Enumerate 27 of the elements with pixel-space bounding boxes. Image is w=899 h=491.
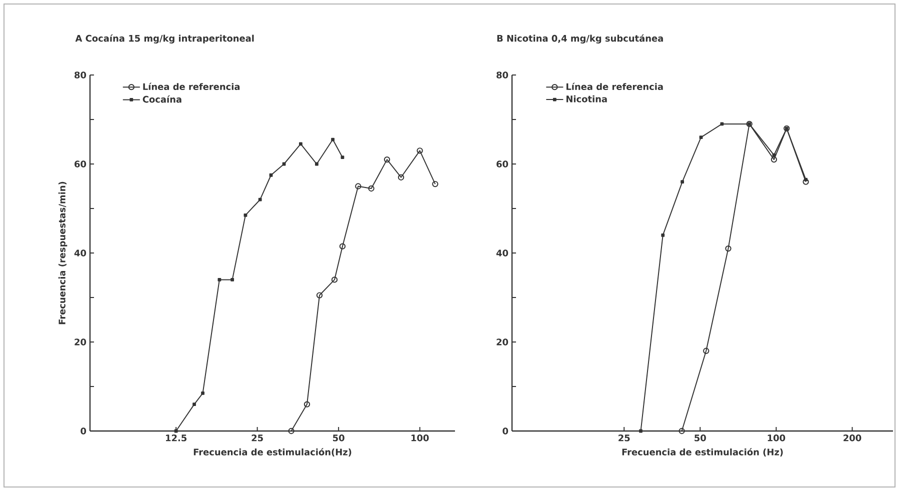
y-axis-title: Frecuencia (respuestas/min)	[58, 182, 68, 324]
x-axis-title: Frecuencia de estimulación (Hz)	[622, 448, 783, 456]
x-tick-label: 12.5	[166, 434, 186, 442]
y-tick-label: 0	[502, 428, 508, 434]
y-tick-label: 20	[74, 338, 86, 346]
y-tick-label: 20	[496, 338, 508, 346]
x-tick-label: 50	[333, 434, 344, 442]
y-tick-label: 60	[74, 160, 86, 168]
x-tick-label: 100	[411, 434, 429, 442]
x-tick-label: 200	[844, 434, 862, 442]
y-tick-label: 80	[74, 72, 86, 78]
legend-label: Cocaína	[142, 95, 182, 103]
chart-title: A Cocaína 15 mg/kg intraperitoneal	[75, 34, 254, 44]
x-tick-label: 25	[252, 434, 263, 442]
x-tick-label: 100	[768, 434, 786, 442]
y-tick-label: 0	[80, 428, 86, 434]
y-tick-label: 40	[496, 250, 508, 256]
chart-title: B Nicotina 0,4 mg/kg subcutánea	[497, 34, 663, 44]
y-tick-label: 40	[74, 250, 86, 256]
x-axis-title: Frecuencia de estimulación(Hz)	[194, 448, 352, 456]
y-tick-label: 60	[496, 160, 508, 168]
legend-label: Nicotina	[566, 95, 607, 102]
legend-label: Línea de referencia	[143, 82, 240, 90]
legend-label: Línea de referencia	[566, 82, 663, 90]
x-tick-label: 25	[618, 434, 630, 442]
x-tick-label: 50	[694, 434, 706, 442]
y-tick-label: 80	[496, 72, 508, 78]
